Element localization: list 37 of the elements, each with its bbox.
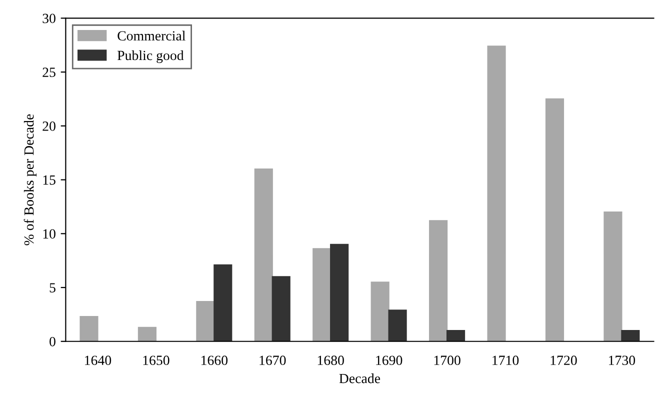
bar — [80, 316, 98, 342]
legend-label: Commercial — [118, 30, 186, 41]
bar — [254, 168, 273, 342]
bar — [370, 282, 390, 342]
x-tick-label: 1670 — [260, 356, 286, 366]
bar — [604, 212, 622, 342]
bar — [487, 46, 506, 342]
x-tick-label: 1720 — [550, 356, 577, 366]
y-tick-label: 25 — [42, 68, 56, 77]
x-tick-label: 1650 — [143, 356, 170, 366]
bar — [330, 244, 349, 342]
bar — [446, 330, 466, 342]
bar — [545, 98, 564, 342]
y-axis-title: % of Books per Decade — [24, 114, 37, 246]
bar — [196, 300, 215, 342]
legend-label: Public good — [117, 50, 184, 64]
bar — [621, 330, 640, 342]
x-axis-title: Decade — [339, 373, 380, 384]
y-tick-label: 30 — [42, 14, 56, 24]
y-tick-label: 20 — [42, 121, 56, 131]
y-tick-label: 10 — [43, 229, 56, 239]
bar — [429, 220, 448, 342]
bar — [388, 310, 407, 342]
bar — [214, 264, 232, 342]
x-tick-label: 1680 — [318, 356, 344, 366]
x-tick-label: 1710 — [492, 356, 519, 366]
bar — [312, 248, 332, 342]
x-tick-label: 1660 — [201, 356, 228, 366]
x-tick-label: 1700 — [434, 356, 460, 366]
x-tick-label: 1640 — [85, 356, 112, 366]
y-tick-label: 0 — [50, 336, 56, 346]
bar — [272, 276, 290, 342]
y-tick-label: 5 — [50, 283, 56, 292]
y-tick-label: 15 — [43, 175, 56, 185]
x-tick-label: 1730 — [609, 356, 636, 366]
bar — [138, 326, 156, 342]
x-tick-label: 1690 — [376, 356, 402, 366]
